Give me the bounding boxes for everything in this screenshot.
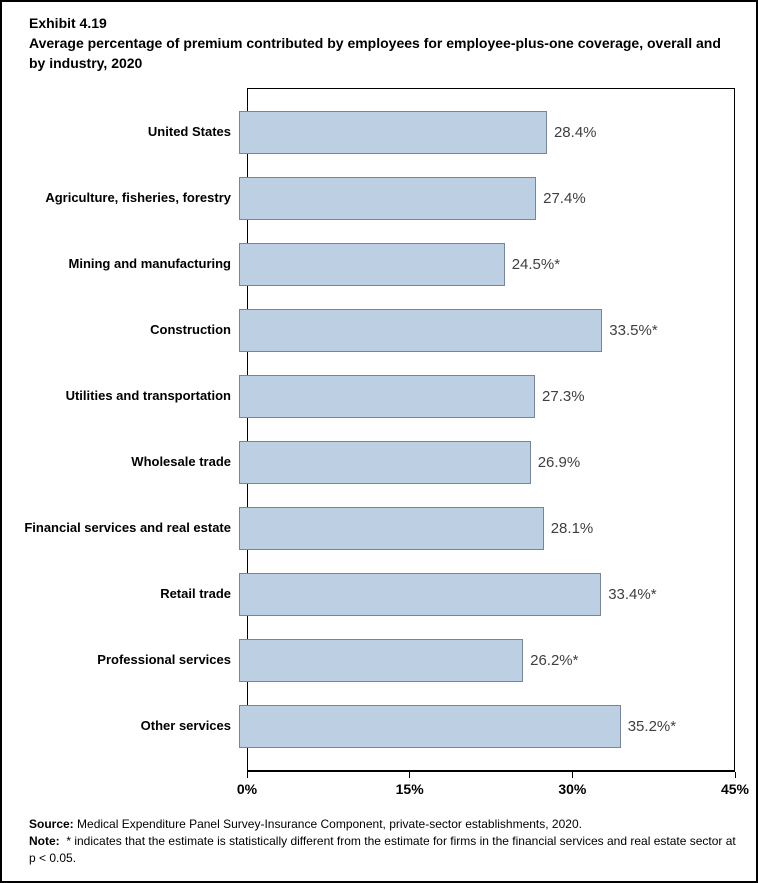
bar-row: United States 28.4% [2, 99, 758, 165]
category-label: Mining and manufacturing [2, 256, 239, 272]
chart-title: Average percentage of premium contribute… [29, 33, 737, 73]
footnotes: Source: Medical Expenditure Panel Survey… [29, 816, 743, 867]
bar-row: Mining and manufacturing 24.5%* [2, 231, 758, 297]
value-label: 33.4%* [608, 586, 656, 603]
source-label: Source: [29, 817, 74, 831]
bar-row: Other services 35.2%* [2, 693, 758, 759]
source-text: Medical Expenditure Panel Survey-Insuran… [74, 817, 582, 831]
axis-tick-label: 45% [721, 781, 749, 797]
category-label: Retail trade [2, 586, 239, 602]
bar [239, 375, 535, 418]
category-label: Utilities and transportation [2, 388, 239, 404]
bar-row: Retail trade 33.4%* [2, 561, 758, 627]
bar-track: 35.2%* [239, 705, 727, 748]
bar-row: Construction 33.5%* [2, 297, 758, 363]
exhibit-number: Exhibit 4.19 [29, 13, 737, 33]
bar-row: Utilities and transportation 27.3% [2, 363, 758, 429]
category-label: Other services [2, 718, 239, 734]
bar-rows: United States 28.4% Agriculture, fisheries… [2, 99, 758, 759]
bar-track: 27.4% [239, 177, 727, 220]
axis-tick [735, 772, 736, 778]
axis-tick-label: 15% [396, 781, 424, 797]
category-label: Financial services and real estate [2, 520, 239, 536]
source-line: Source: Medical Expenditure Panel Survey… [29, 816, 743, 833]
bar [239, 243, 505, 286]
value-label: 27.4% [543, 190, 586, 207]
note-label: Note: [29, 834, 60, 848]
value-label: 26.9% [538, 454, 581, 471]
bar [239, 309, 602, 352]
bar [239, 441, 531, 484]
bar-row: Agriculture, fisheries, forestry 27.4% [2, 165, 758, 231]
category-label: Construction [2, 322, 239, 338]
x-axis: 0%15%30%45% [247, 772, 735, 814]
bar-track: 27.3% [239, 375, 727, 418]
axis-tick-label: 30% [558, 781, 586, 797]
bar-track: 33.4%* [239, 573, 727, 616]
bar [239, 177, 536, 220]
bar [239, 705, 621, 748]
bar [239, 111, 547, 154]
value-label: 33.5%* [609, 322, 657, 339]
bar [239, 573, 601, 616]
value-label: 26.2%* [530, 652, 578, 669]
category-label: Wholesale trade [2, 454, 239, 470]
bar-track: 26.9% [239, 441, 727, 484]
bar-track: 24.5%* [239, 243, 727, 286]
note-text: * indicates that the estimate is statist… [29, 834, 739, 865]
bar-row: Professional services 26.2%* [2, 627, 758, 693]
category-label: Agriculture, fisheries, forestry [2, 190, 239, 206]
bar-row: Financial services and real estate 28.1% [2, 495, 758, 561]
value-label: 28.4% [554, 124, 597, 141]
value-label: 35.2%* [628, 718, 676, 735]
bar-row: Wholesale trade 26.9% [2, 429, 758, 495]
bar-track: 33.5%* [239, 309, 727, 352]
axis-tick [247, 772, 248, 778]
chart-title-block: Exhibit 4.19 Average percentage of premi… [29, 13, 737, 73]
category-label: Professional services [2, 652, 239, 668]
value-label: 27.3% [542, 388, 585, 405]
axis-tick [409, 772, 410, 778]
bar-track: 26.2%* [239, 639, 727, 682]
bar [239, 639, 523, 682]
value-label: 24.5%* [512, 256, 560, 273]
exhibit-page: Exhibit 4.19 Average percentage of premi… [0, 0, 758, 883]
bar-track: 28.4% [239, 111, 727, 154]
bar-track: 28.1% [239, 507, 727, 550]
bar [239, 507, 544, 550]
value-label: 28.1% [551, 520, 594, 537]
note-line: Note: * indicates that the estimate is s… [29, 833, 743, 867]
category-label: United States [2, 124, 239, 140]
axis-tick-label: 0% [237, 781, 257, 797]
axis-tick [572, 772, 573, 778]
